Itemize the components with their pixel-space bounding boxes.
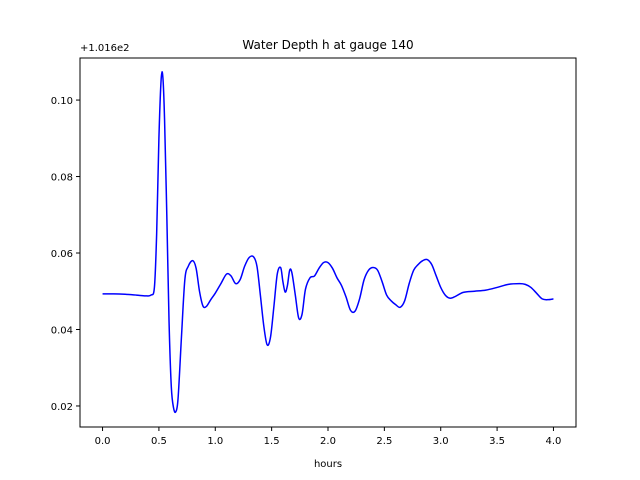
x-tick-label: 4.0 xyxy=(546,436,562,447)
series-line xyxy=(102,70,554,414)
y-tick-label: 0.08 xyxy=(51,173,73,184)
x-tick-label: 3.5 xyxy=(489,436,505,447)
x-axis-ticks: 0.0 0.5 1.0 1.5 2.0 2.5 3.0 3.5 4.0 xyxy=(95,427,562,447)
x-axis-label: hours xyxy=(314,459,342,470)
plot-series xyxy=(102,70,554,414)
x-tick-label: 0.5 xyxy=(151,436,167,447)
y-axis-ticks: 0.02 0.04 0.06 0.08 0.10 xyxy=(51,96,80,413)
plot-frame xyxy=(79,57,577,428)
x-tick-label: 2.5 xyxy=(376,436,392,447)
y-tick-label: 0.04 xyxy=(51,325,73,336)
chart-title: Water Depth h at gauge 140 xyxy=(242,38,413,52)
x-tick-label: 0.0 xyxy=(95,436,111,447)
y-tick-label: 0.02 xyxy=(51,402,73,413)
y-tick-label: 0.06 xyxy=(51,249,73,260)
x-tick-label: 3.0 xyxy=(433,436,449,447)
y-tick-label: 0.10 xyxy=(51,96,73,107)
x-tick-label: 1.0 xyxy=(207,436,223,447)
x-tick-label: 2.0 xyxy=(320,436,336,447)
x-tick-label: 1.5 xyxy=(264,436,280,447)
y-axis-offset-label: +1.016e2 xyxy=(80,43,130,54)
